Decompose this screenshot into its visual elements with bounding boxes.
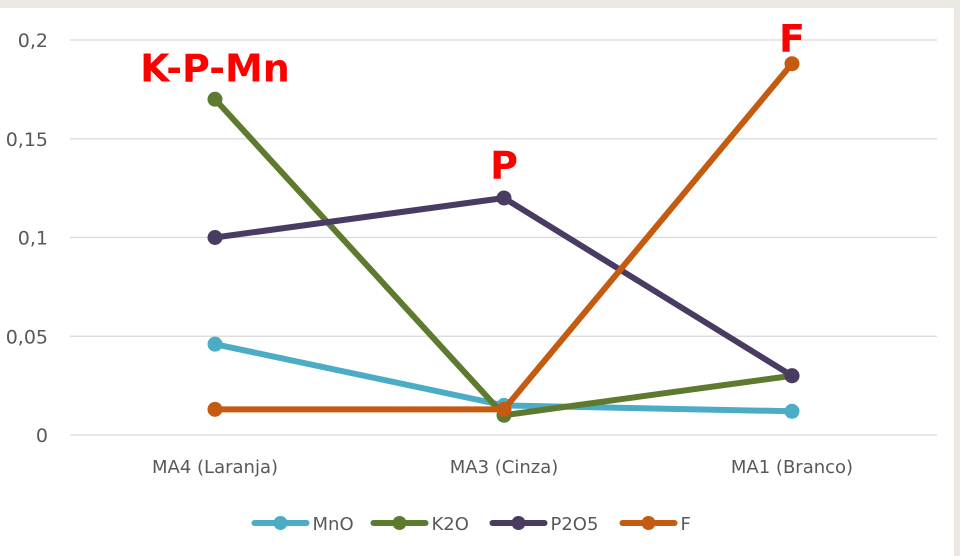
top-border-strip <box>0 0 960 8</box>
legend: MnO K2O P2O5 F <box>251 514 691 535</box>
legend-marker <box>511 516 526 530</box>
data-point <box>784 368 800 384</box>
data-point <box>207 91 223 107</box>
x-axis-ticks: MA4 (Laranja) MA3 (Cinza) MA1 (Branco) <box>152 457 853 478</box>
y-tick-label: 0,1 <box>18 228 48 250</box>
legend-marker <box>392 516 407 530</box>
legend-item-mno: MnO <box>251 514 354 535</box>
annotation-label: F <box>779 17 805 61</box>
x-tick-label: MA1 (Branco) <box>731 457 853 478</box>
legend-label: P2O5 <box>551 514 599 535</box>
y-tick-label: 0,05 <box>6 326 48 348</box>
series-line <box>212 60 795 413</box>
data-point <box>496 190 512 206</box>
data-point <box>496 401 512 417</box>
x-tick-label: MA3 (Cinza) <box>450 457 559 478</box>
legend-marker <box>641 516 656 530</box>
legend-marker <box>273 516 288 530</box>
legend-item-k2o: K2O <box>370 514 469 535</box>
legend-item-p2o5: P2O5 <box>489 514 599 535</box>
series-p2o5 <box>207 190 800 384</box>
data-point <box>207 230 223 245</box>
y-tick-label: 0,2 <box>18 30 48 52</box>
legend-item-f: F <box>619 514 691 535</box>
legend-label: F <box>681 514 691 535</box>
x-tick-label: MA4 (Laranja) <box>152 457 278 478</box>
annotation-label: K-P-Mn <box>140 47 290 91</box>
y-tick-label: 0 <box>36 425 48 447</box>
legend-label: K2O <box>432 514 469 535</box>
y-tick-label: 0,15 <box>6 129 48 151</box>
right-border-strip <box>954 0 960 556</box>
legend-label: MnO <box>313 514 354 535</box>
series-lines <box>207 56 800 423</box>
data-point <box>207 336 223 352</box>
annotation-label: P <box>490 143 518 187</box>
series-f <box>207 56 800 417</box>
data-point <box>784 56 800 72</box>
gridlines <box>70 39 937 436</box>
data-point <box>784 403 800 419</box>
y-axis-ticks: 0 0,05 0,1 0,15 0,2 <box>6 30 48 447</box>
data-point <box>207 401 223 417</box>
series-line <box>212 195 795 379</box>
annotations: K-P-Mn P F <box>140 17 805 187</box>
series-k2o <box>207 91 800 423</box>
